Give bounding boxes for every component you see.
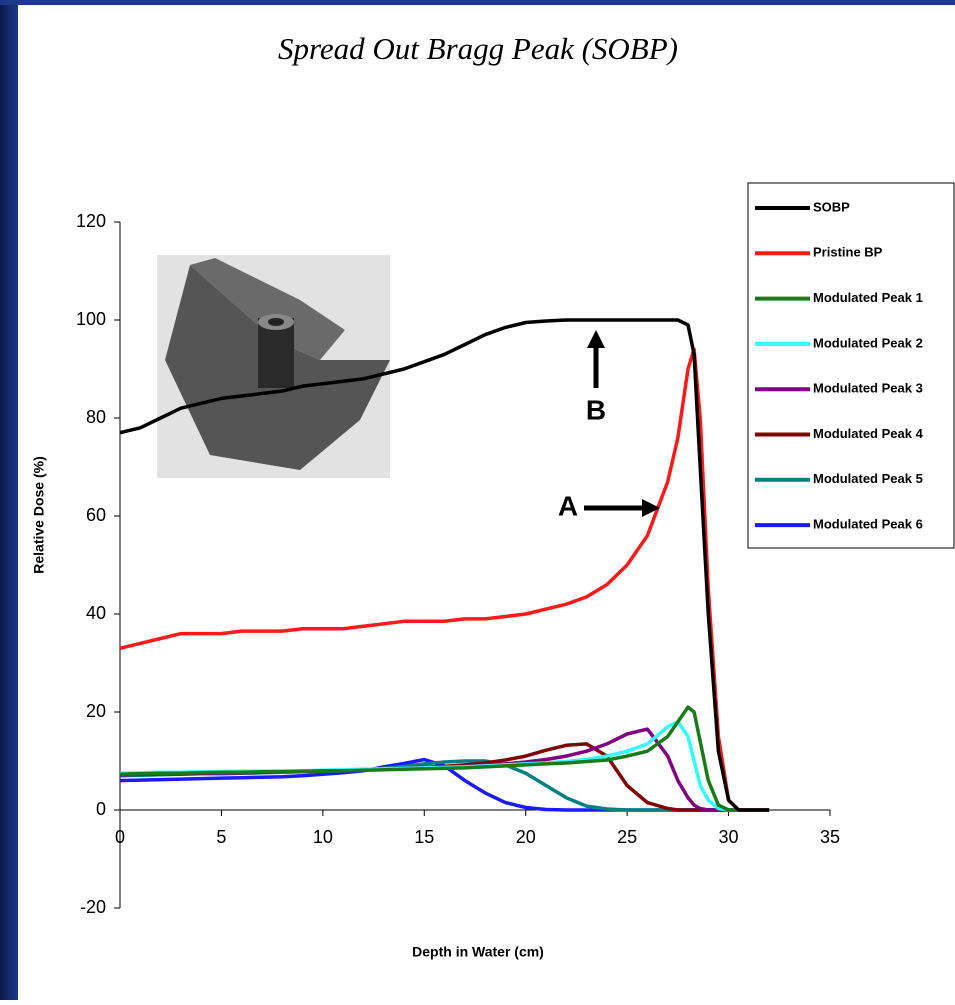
x-tick-label: 35 [820, 827, 840, 847]
x-tick-label: 20 [516, 827, 536, 847]
y-tick-label: 40 [86, 603, 106, 623]
top-band [0, 0, 955, 5]
x-tick-label: 15 [414, 827, 434, 847]
y-tick-label: 100 [76, 309, 106, 329]
x-tick-label: 5 [216, 827, 226, 847]
y-tick-label: 60 [86, 505, 106, 525]
legend-label: Modulated Peak 6 [813, 517, 923, 532]
legend-label: Pristine BP [813, 245, 883, 260]
slide: Spread Out Bragg Peak (SOBP) -20 0 20 40 60 8… [0, 0, 955, 1000]
arrow-a-head [642, 499, 660, 517]
annotation-b: B [586, 394, 606, 425]
chart-title: Spread Out Bragg Peak (SOBP) [278, 31, 678, 66]
x-tick-label: 30 [719, 827, 739, 847]
y-tick-label: -20 [80, 897, 106, 917]
page: {"chart_data": {"type": "line", "title":… [0, 0, 955, 1000]
y-tick-label: 120 [76, 211, 106, 231]
y-tick-label: 0 [96, 799, 106, 819]
side-band [0, 0, 18, 1000]
legend-label: Modulated Peak 4 [813, 426, 924, 441]
x-tick-label: 10 [313, 827, 333, 847]
x-tick-label: 25 [617, 827, 637, 847]
x-axis-title: Depth in Water (cm) [412, 944, 544, 960]
modulator-wheel-image [157, 255, 390, 478]
legend-label: Modulated Peak 3 [813, 381, 923, 396]
y-tick-label: 80 [86, 407, 106, 427]
legend: SOBP Pristine BP Modulated Peak 1 Modulated… [748, 183, 954, 548]
legend-label: Modulated Peak 2 [813, 335, 923, 350]
arrow-b-head [587, 330, 605, 348]
legend-box [748, 183, 954, 548]
legend-label: SOBP [813, 199, 850, 214]
x-tick-label: 0 [115, 827, 125, 847]
y-tick-label: 20 [86, 701, 106, 721]
series-line [120, 707, 769, 810]
legend-label: Modulated Peak 5 [813, 471, 923, 486]
y-axis-title: Relative Dose (%) [31, 456, 47, 573]
annotation-a: A [558, 490, 578, 521]
legend-label: Modulated Peak 1 [813, 290, 923, 305]
